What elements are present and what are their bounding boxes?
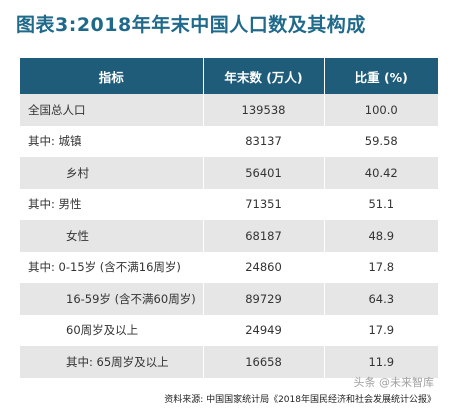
row-value: 89729 <box>203 283 325 315</box>
table-row: 全国总人口 139538 100.0 <box>20 94 438 126</box>
row-indicator: 60周岁及以上 <box>20 314 204 346</box>
row-indicator: 其中: 男性 <box>20 188 204 220</box>
row-share: 100.0 <box>324 94 438 126</box>
watermark: 头条 @未来智库 <box>353 376 435 389</box>
row-value: 16658 <box>203 346 325 378</box>
table-row: 其中: 城镇 83137 59.58 <box>20 125 438 157</box>
row-indicator: 乡村 <box>20 157 204 189</box>
row-share: 59.58 <box>324 125 438 157</box>
table-row: 16-59岁 (含不满60周岁) 89729 64.3 <box>20 283 438 315</box>
row-share: 17.8 <box>324 251 438 283</box>
row-value: 71351 <box>203 188 325 220</box>
table-row: 女性 68187 48.9 <box>20 220 438 252</box>
table-row: 乡村 56401 40.42 <box>20 157 438 189</box>
header-year-end-count: 年末数 (万人) <box>203 58 325 94</box>
table-header-row: 指标 年末数 (万人) 比重 (%) <box>20 58 438 94</box>
row-share: 48.9 <box>324 220 438 252</box>
row-indicator: 全国总人口 <box>20 94 204 126</box>
row-share: 40.42 <box>324 157 438 189</box>
population-table: 指标 年末数 (万人) 比重 (%) 全国总人口 139538 100.0 其中: 城… <box>20 58 438 378</box>
header-share: 比重 (%) <box>324 58 438 94</box>
table-row: 其中: 男性 71351 51.1 <box>20 188 438 220</box>
row-value: 56401 <box>203 157 325 189</box>
header-indicator: 指标 <box>20 58 204 94</box>
row-value: 68187 <box>203 220 325 252</box>
row-value: 139538 <box>203 94 325 126</box>
row-indicator: 女性 <box>20 220 204 252</box>
row-share: 11.9 <box>324 346 438 378</box>
row-value: 24949 <box>203 314 325 346</box>
row-value: 24860 <box>203 251 325 283</box>
row-indicator: 其中: 65周岁及以上 <box>20 346 204 378</box>
row-indicator: 其中: 0-15岁 (含不满16周岁) <box>20 251 204 283</box>
row-share: 64.3 <box>324 283 438 315</box>
page-title: 图表3:2018年年末中国人口数及其构成 <box>16 14 366 36</box>
row-share: 51.1 <box>324 188 438 220</box>
population-table-container: 指标 年末数 (万人) 比重 (%) 全国总人口 139538 100.0 其中: 城… <box>20 58 438 378</box>
source-note: 资料来源: 中国国家统计局《2018年国民经济和社会发展统计公报》 <box>164 395 436 405</box>
row-share: 17.9 <box>324 314 438 346</box>
table-row: 其中: 65周岁及以上 16658 11.9 <box>20 346 438 378</box>
row-indicator: 16-59岁 (含不满60周岁) <box>20 283 204 315</box>
table-row: 其中: 0-15岁 (含不满16周岁) 24860 17.8 <box>20 251 438 283</box>
row-indicator: 其中: 城镇 <box>20 125 204 157</box>
table-row: 60周岁及以上 24949 17.9 <box>20 314 438 346</box>
row-value: 83137 <box>203 125 325 157</box>
